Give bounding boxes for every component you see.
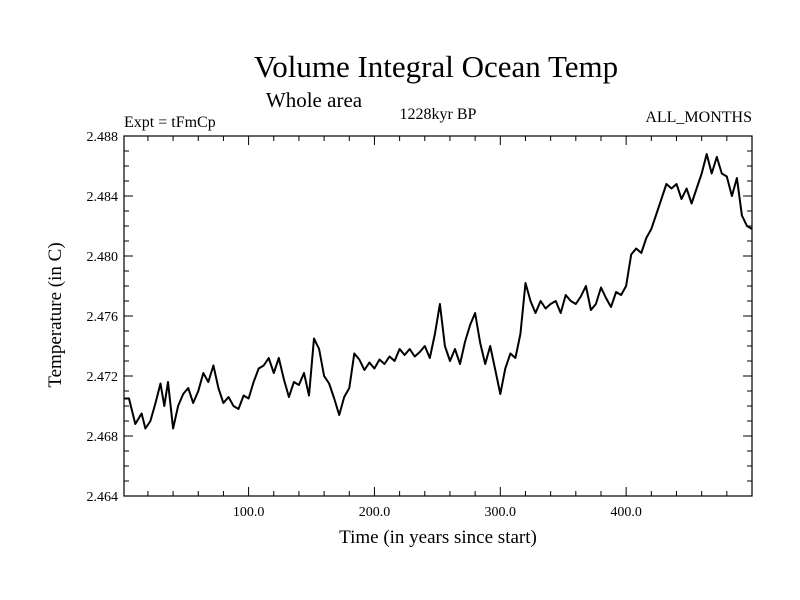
x-tick-label: 100.0 (233, 505, 265, 520)
chart-subtitle: Whole area (266, 88, 363, 112)
y-tick-label: 2.468 (87, 430, 119, 445)
y-tick-label: 2.488 (87, 130, 119, 145)
y-tick-label: 2.484 (87, 190, 119, 205)
experiment-label: Expt = tFmCp (124, 114, 216, 131)
x-axis-label: Time (in years since start) (339, 527, 537, 548)
y-tick-label: 2.476 (87, 310, 119, 325)
x-tick-label: 200.0 (359, 505, 391, 520)
y-tick-label: 2.464 (87, 490, 119, 505)
months-label: ALL_MONTHS (645, 109, 752, 126)
y-tick-label: 2.480 (87, 250, 119, 265)
y-axis-label: Temperature (in C) (45, 242, 66, 387)
x-tick-label: 400.0 (610, 505, 642, 520)
plot-frame (123, 135, 753, 497)
y-tick-label: 2.472 (87, 370, 119, 385)
x-tick-label: 300.0 (485, 505, 517, 520)
series-line (124, 153, 753, 430)
epoch-label: 1228kyr BP (400, 106, 477, 123)
axis-tick-labels: 2.464 2.468 2.472 2.476 2.480 2.484 2.488 100.0… (87, 130, 642, 520)
chart-title: Volume Integral Ocean Temp (254, 49, 618, 84)
